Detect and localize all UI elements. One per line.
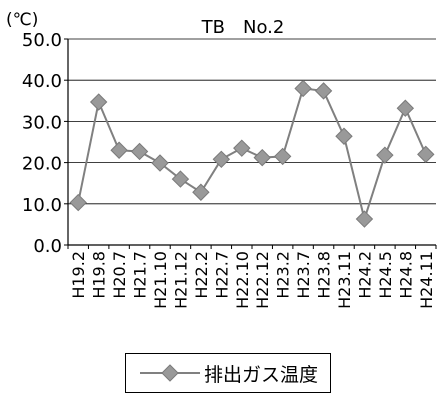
series-line (77, 87, 427, 223)
x-tick-label: H23.11 (335, 251, 354, 309)
y-tick-label: 20.0 (22, 154, 62, 175)
chart-title: TB No.2 (201, 17, 285, 38)
x-tick-label: H19.2 (69, 251, 88, 299)
x-tick-label: H21.7 (131, 251, 150, 299)
x-tick-label: H24.5 (376, 251, 395, 299)
x-tick-label: H23.2 (274, 251, 293, 299)
x-tick-label: H24.11 (417, 251, 436, 309)
data-point (355, 210, 374, 228)
data-point (130, 142, 149, 161)
data-point (110, 141, 128, 159)
legend-label-series: 排出ガス温度 (203, 363, 318, 386)
data-point (376, 146, 394, 164)
data-point (233, 139, 251, 157)
data-point (273, 147, 292, 166)
y-tick-label: 0.0 (33, 236, 62, 257)
data-point (89, 93, 108, 111)
x-tick-label: H21.10 (151, 251, 170, 309)
x-tick-label: H19.8 (90, 251, 109, 299)
y-tick-label: 10.0 (22, 195, 62, 216)
data-point (396, 99, 415, 117)
data-point (314, 82, 333, 100)
data-point (335, 127, 353, 145)
legend: 排出ガス温度 (125, 353, 331, 393)
x-tick-label: H23.8 (315, 251, 334, 299)
data-point (212, 150, 231, 169)
y-tick-label: 30.0 (22, 112, 62, 133)
y-unit-label: (℃) (6, 10, 38, 30)
x-tick-label: H24.2 (355, 251, 374, 299)
x-tick-label: H23.7 (294, 251, 313, 299)
x-tick-label: H22.12 (253, 251, 272, 309)
x-tick-label: H24.8 (396, 251, 415, 299)
x-tick-label: H21.12 (171, 251, 190, 309)
x-tick-label: H22.10 (233, 251, 252, 309)
y-tick-label: 40.0 (22, 71, 62, 92)
data-point (192, 183, 210, 201)
data-point (171, 170, 190, 188)
data-point (417, 145, 435, 164)
x-tick-label: H22.7 (212, 251, 231, 299)
x-tick-label: H22.2 (192, 251, 211, 299)
data-point (253, 148, 271, 167)
data-point (294, 79, 312, 98)
x-tick-label: H20.7 (110, 251, 129, 299)
y-tick-label: 50.0 (22, 30, 62, 51)
legend-line-marker-icon (139, 364, 200, 382)
data-point (151, 154, 169, 172)
data-point (69, 193, 87, 212)
